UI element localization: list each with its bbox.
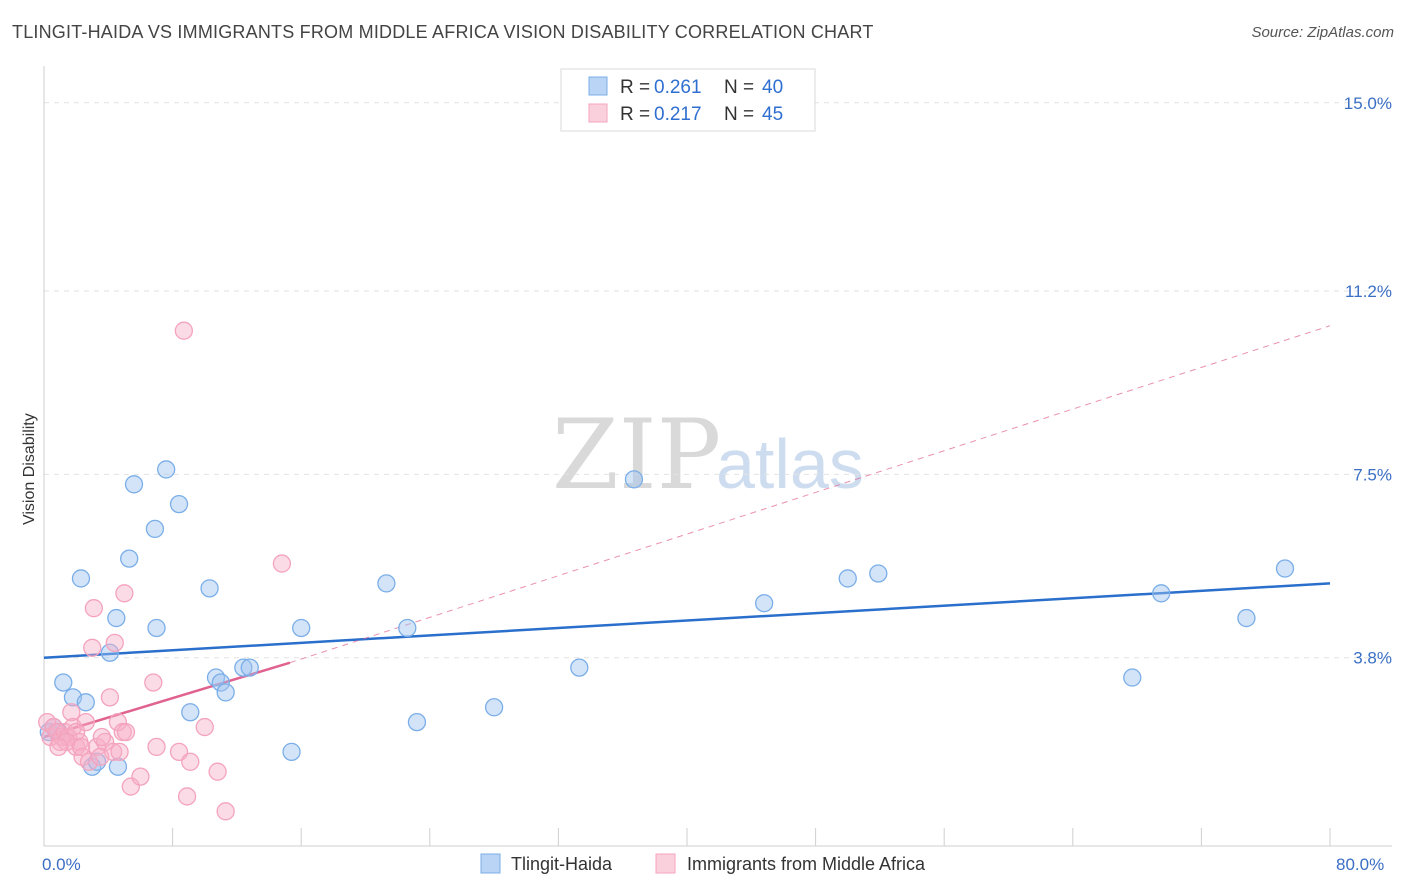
trend-line-0 — [43, 582, 1331, 659]
point-series0-15 — [157, 460, 176, 479]
watermark-zip: ZIP — [552, 399, 721, 511]
point-series0-28 — [398, 618, 417, 638]
point-series0-9 — [107, 608, 126, 628]
point-series0-31 — [624, 470, 644, 489]
point-series1-16 — [84, 599, 103, 618]
point-series0-4 — [71, 569, 91, 588]
point-series0-27 — [407, 712, 427, 732]
point-series0-33 — [838, 569, 857, 588]
trend-line-1 — [43, 661, 291, 739]
axes — [43, 66, 1392, 847]
point-series0-16 — [169, 494, 189, 514]
legend-r-label-middle-africa: R = — [620, 104, 650, 125]
legend-r-value-tlingit: 0.261 — [654, 77, 702, 98]
point-series1-36 — [195, 717, 214, 737]
x-tick-label-max: 80.0% — [1336, 855, 1384, 874]
point-series1-37 — [208, 762, 227, 781]
point-series0-17 — [181, 703, 200, 722]
point-series1-42 — [49, 737, 68, 757]
point-series1-15 — [83, 638, 102, 657]
point-series0-29 — [484, 698, 504, 717]
point-series0-23 — [240, 658, 259, 677]
legend-n-value-tlingit: 40 — [762, 77, 783, 98]
legend-r-value-middle-africa: 0.217 — [654, 104, 702, 125]
point-series1-24 — [110, 742, 129, 762]
point-series1-28 — [121, 777, 140, 796]
y-tick-labels: 3.8% 7.5% 11.2% 15.0% — [1344, 94, 1392, 668]
y-tick-label-0: 3.8% — [1353, 649, 1392, 668]
point-series0-12 — [124, 475, 144, 494]
point-series1-14 — [79, 752, 99, 771]
point-series0-25 — [292, 618, 311, 638]
point-series1-20 — [100, 688, 120, 707]
point-series1-22 — [105, 633, 124, 653]
point-series1-39 — [272, 554, 292, 573]
legend: R = 0.261 N = 40 R = 0.217 N = 45 — [560, 68, 816, 132]
data-points — [38, 321, 1295, 821]
point-series0-32 — [755, 594, 774, 613]
point-series0-8 — [100, 643, 120, 662]
point-series1-33 — [174, 321, 194, 340]
point-series0-35 — [1123, 668, 1142, 687]
point-series0-22 — [234, 658, 253, 677]
point-series1-8 — [62, 703, 81, 722]
y-axis-title: Vision Disability — [21, 413, 38, 525]
chart-title: TLINGIT-HAIDA VS IMMIGRANTS FROM MIDDLE … — [12, 22, 874, 42]
point-series0-30 — [570, 658, 589, 677]
legend-n-label-tlingit: N = — [724, 77, 754, 98]
y-tick-label-2: 11.2% — [1345, 282, 1392, 301]
point-series0-37 — [1237, 608, 1256, 628]
bottom-legend-label-middle-africa: Immigrants from Middle Africa — [687, 854, 926, 874]
y-tick-label-1: 7.5% — [1353, 465, 1392, 484]
point-series0-13 — [145, 519, 165, 539]
point-series1-35 — [181, 752, 200, 771]
watermark-atlas: atlas — [716, 425, 864, 503]
y-tick-label-3: 15.0% — [1344, 94, 1392, 113]
grid-lines — [44, 102, 1392, 659]
point-series0-5 — [76, 693, 95, 712]
point-series1-26 — [115, 584, 134, 603]
bottom-legend-swatch-tlingit — [480, 853, 501, 874]
point-series0-11 — [120, 549, 139, 568]
legend-swatch-tlingit — [588, 76, 608, 96]
point-series0-36 — [1152, 584, 1171, 603]
point-series0-18 — [200, 579, 219, 598]
legend-n-value-middle-africa: 45 — [762, 104, 783, 125]
point-series1-43 — [92, 727, 112, 747]
legend-r-label-tlingit: R = — [620, 77, 650, 98]
point-series0-21 — [216, 683, 235, 702]
point-series1-13 — [76, 712, 95, 732]
point-series0-34 — [869, 564, 888, 583]
point-series1-44 — [71, 737, 91, 757]
point-series0-14 — [147, 618, 166, 638]
legend-n-label-middle-africa: N = — [724, 104, 754, 125]
chart-source: Source: ZipAtlas.com — [1251, 24, 1394, 41]
bottom-legend-swatch-middle-africa — [655, 853, 676, 874]
point-series1-21 — [103, 742, 123, 762]
point-series1-30 — [144, 673, 163, 692]
x-tick-label-min: 0.0% — [42, 855, 81, 874]
point-series0-38 — [1275, 559, 1295, 578]
point-series0-24 — [282, 742, 301, 762]
point-series1-34 — [177, 787, 197, 806]
bottom-legend-label-tlingit: Tlingit-Haida — [511, 854, 613, 874]
point-series1-27 — [116, 722, 136, 742]
point-series1-29 — [131, 767, 150, 786]
point-series1-10 — [67, 737, 86, 757]
point-series1-31 — [147, 737, 166, 757]
legend-swatch-middle-africa — [588, 103, 608, 123]
trend-lines — [43, 325, 1331, 739]
point-series0-26 — [377, 574, 396, 593]
point-series1-38 — [216, 802, 235, 821]
bottom-legend: Tlingit-Haida Immigrants from Middle Afr… — [480, 853, 926, 874]
point-series0-2 — [54, 673, 73, 692]
point-series0-20 — [211, 673, 230, 692]
